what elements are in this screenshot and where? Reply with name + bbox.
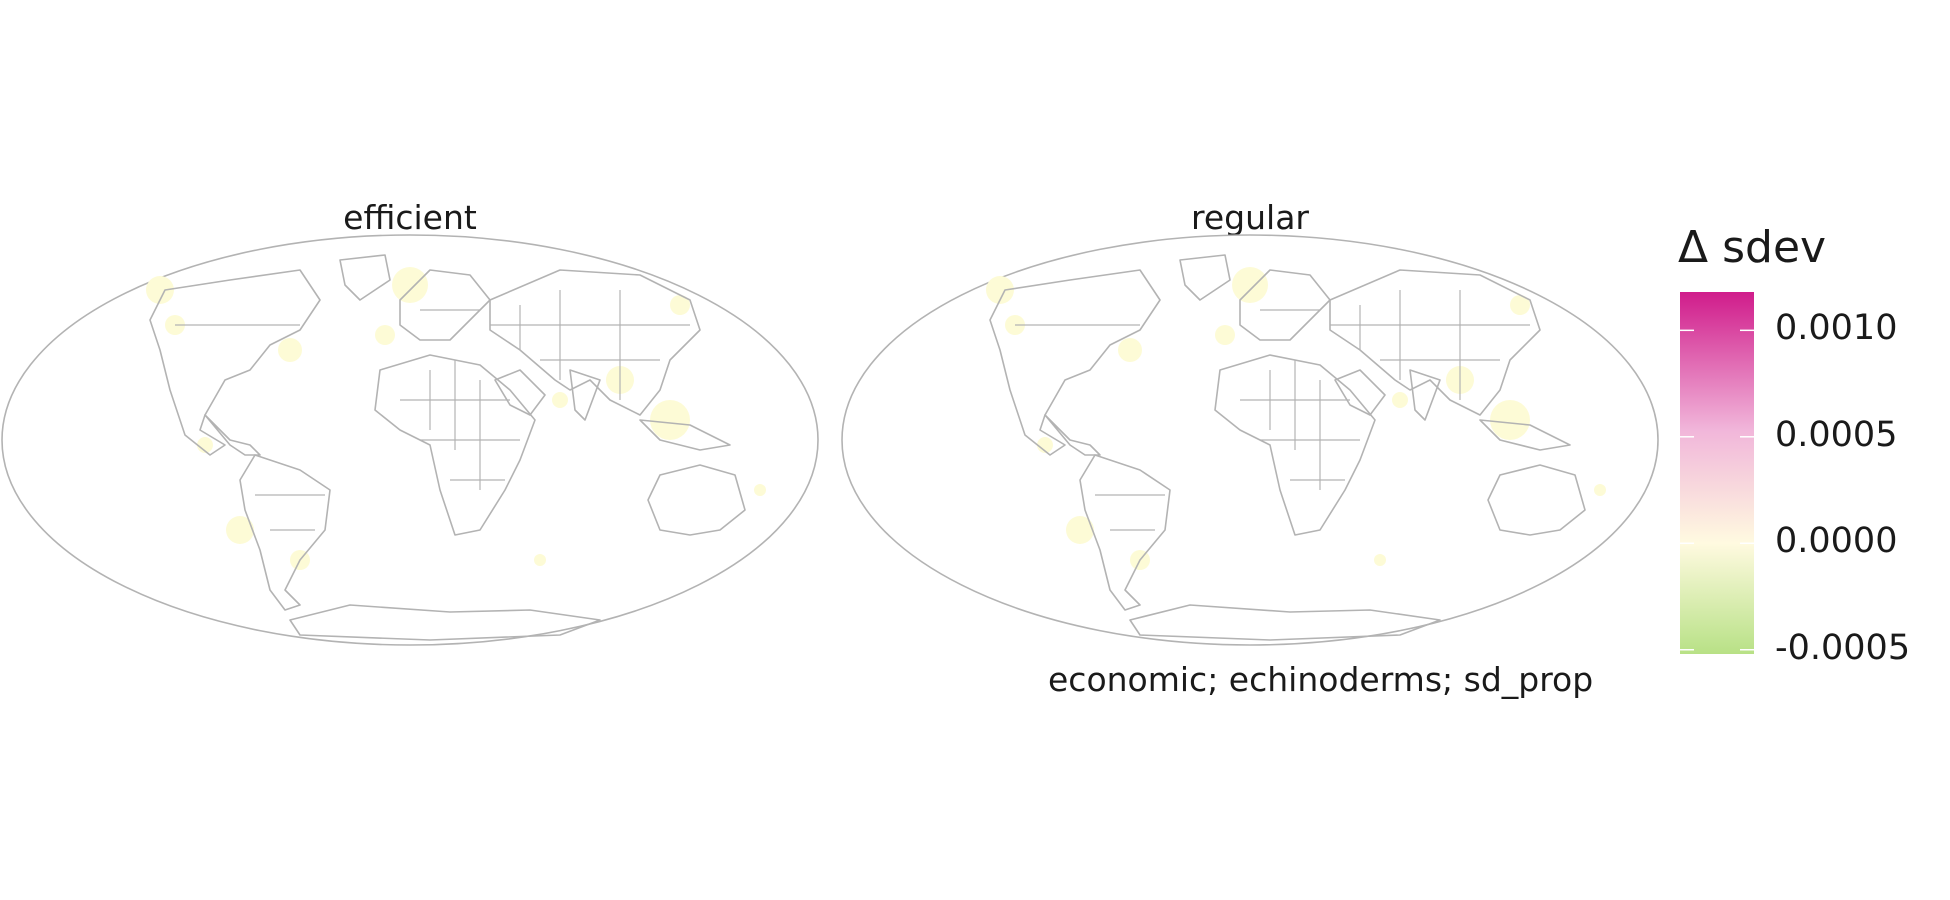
legend-tick-label: 0.0010: [1775, 308, 1898, 349]
map-outline: [1, 234, 819, 646]
landmass-south-america: [239, 454, 331, 611]
landmass-arabia: [494, 369, 546, 416]
landmass-indonesia: [1479, 419, 1571, 451]
data-cell: [1392, 392, 1408, 408]
data-cell: [1510, 295, 1530, 315]
landmass-arabia: [1334, 369, 1386, 416]
data-cell: [650, 400, 690, 440]
data-cell: [146, 276, 174, 304]
data-cell: [197, 437, 213, 453]
landmass-europe: [399, 269, 491, 341]
plot-caption: economic; echinoderms; sd_prop: [1048, 660, 1594, 699]
data-cell: [670, 295, 690, 315]
map-drawing: [841, 234, 1659, 646]
legend-title: Δ sdev: [1678, 222, 1827, 273]
map-drawing: [1, 234, 819, 646]
data-cell: [1037, 437, 1053, 453]
data-cell: [278, 338, 302, 362]
data-cell: [1594, 484, 1606, 496]
data-cell: [1490, 400, 1530, 440]
data-cell: [1118, 338, 1142, 362]
data-cell: [1232, 267, 1268, 303]
landmass-africa: [1214, 354, 1376, 536]
data-cell: [375, 325, 395, 345]
landmass-central-america: [204, 414, 261, 456]
panel-title-regular: regular: [1191, 198, 1309, 237]
landmass-greenland: [1179, 254, 1231, 301]
data-cell: [226, 516, 254, 544]
landmass-india: [1409, 369, 1441, 421]
panel-title-efficient: efficient: [343, 198, 477, 237]
colorbar-fill: [1680, 292, 1754, 654]
landmass-australia: [647, 464, 746, 536]
landmass-europe: [1239, 269, 1331, 341]
legend-tick-label: -0.0005: [1775, 627, 1911, 668]
landmass-asia: [1329, 269, 1541, 416]
landmass-central-america: [1044, 414, 1101, 456]
landmass-indonesia: [639, 419, 731, 451]
landmass-greenland: [339, 254, 391, 301]
legend-colorbar: [1680, 292, 1754, 654]
landmass-australia: [1487, 464, 1586, 536]
landmass-antarctica: [289, 604, 601, 641]
data-cell: [392, 267, 428, 303]
data-cell: [986, 276, 1014, 304]
map-outline: [841, 234, 1659, 646]
landmass-south-america: [1079, 454, 1171, 611]
data-cell: [1215, 325, 1235, 345]
landmass-africa: [374, 354, 536, 536]
legend-tick-label: 0.0000: [1775, 521, 1898, 562]
data-cell: [1374, 554, 1386, 566]
legend-tick-label: 0.0005: [1775, 414, 1898, 455]
world-map-efficient: [1, 234, 819, 646]
landmass-asia: [489, 269, 701, 416]
data-cell: [534, 554, 546, 566]
data-cell: [754, 484, 766, 496]
world-map-regular: [841, 234, 1659, 646]
landmass-india: [569, 369, 601, 421]
landmass-antarctica: [1129, 604, 1441, 641]
data-cell: [552, 392, 568, 408]
data-cell: [1066, 516, 1094, 544]
